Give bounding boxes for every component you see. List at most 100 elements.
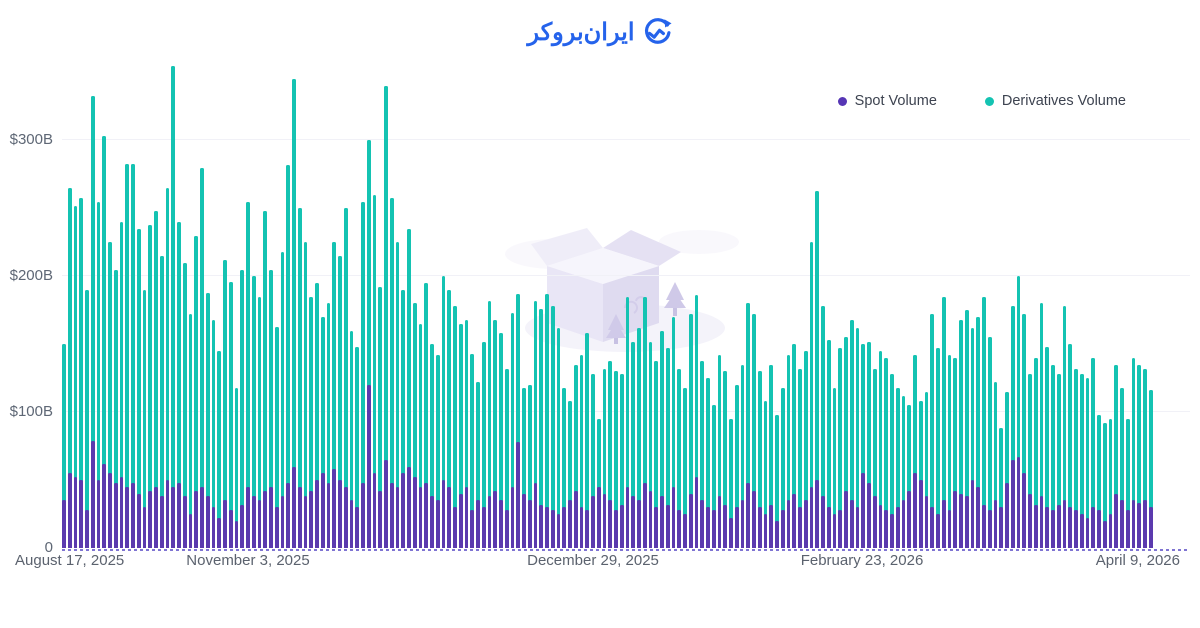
spot-volume-bar[interactable] [1022, 473, 1026, 548]
derivatives-volume-bar[interactable] [993, 382, 998, 548]
derivatives-volume-bar[interactable] [177, 221, 181, 548]
bar-group[interactable] [372, 63, 377, 548]
bar-group[interactable] [361, 63, 365, 548]
spot-volume-bar[interactable] [959, 493, 963, 548]
bar-group[interactable] [763, 63, 768, 548]
bar-group[interactable] [1091, 63, 1095, 548]
bar-group[interactable] [131, 63, 135, 548]
spot-volume-bar[interactable] [372, 473, 377, 548]
derivatives-volume-bar[interactable] [527, 384, 532, 548]
spot-volume-bar[interactable] [982, 504, 986, 548]
derivatives-volume-bar[interactable] [757, 371, 762, 548]
bar-group[interactable] [545, 63, 549, 548]
derivatives-volume-bar[interactable] [608, 360, 612, 548]
bar-group[interactable] [729, 63, 733, 548]
spot-volume-bar[interactable] [832, 514, 837, 548]
derivatives-volume-bar[interactable] [596, 418, 601, 548]
bar-group[interactable] [464, 63, 469, 548]
spot-volume-bar[interactable] [142, 507, 147, 548]
bar-group[interactable] [102, 63, 106, 548]
bar-group[interactable] [838, 63, 842, 548]
derivatives-volume-bar[interactable] [1114, 364, 1118, 548]
spot-volume-bar[interactable] [1033, 504, 1038, 548]
derivatives-volume-bar[interactable] [447, 289, 451, 548]
bar-group[interactable] [200, 63, 204, 548]
derivatives-volume-bar[interactable] [401, 289, 405, 548]
spot-volume-bar[interactable] [447, 486, 451, 548]
bar-group[interactable] [1114, 63, 1118, 548]
spot-volume-bar[interactable] [412, 477, 417, 548]
derivatives-volume-bar[interactable] [1143, 368, 1147, 548]
spot-volume-bar[interactable] [602, 493, 607, 548]
derivatives-volume-bar[interactable] [1062, 306, 1067, 548]
bar-group[interactable] [798, 63, 802, 548]
bar-group[interactable] [683, 63, 687, 548]
spot-volume-bar[interactable] [711, 509, 716, 548]
spot-volume-bar[interactable] [1016, 456, 1021, 548]
bar-group[interactable] [297, 63, 302, 548]
bar-group[interactable] [453, 63, 457, 548]
bar-group[interactable] [1056, 63, 1061, 548]
spot-volume-bar[interactable] [1120, 500, 1124, 548]
spot-volume-bar[interactable] [953, 490, 957, 548]
spot-volume-bar[interactable] [683, 514, 687, 548]
bar-group[interactable] [424, 63, 428, 548]
spot-volume-bar[interactable] [1010, 459, 1015, 548]
bar-group[interactable] [809, 63, 814, 548]
spot-volume-bar[interactable] [274, 507, 279, 548]
spot-volume-bar[interactable] [148, 490, 152, 548]
derivatives-volume-bar[interactable] [516, 293, 520, 548]
spot-volume-bar[interactable] [458, 493, 463, 548]
bar-group[interactable] [677, 63, 681, 548]
derivatives-volume-bar[interactable] [729, 418, 733, 548]
derivatives-volume-bar[interactable] [119, 221, 124, 548]
derivatives-volume-bar[interactable] [970, 327, 975, 548]
spot-volume-bar[interactable] [430, 496, 434, 548]
bar-group[interactable] [907, 63, 911, 548]
bar-group[interactable] [493, 63, 497, 548]
derivatives-volume-bar[interactable] [855, 327, 860, 548]
derivatives-volume-bar[interactable] [688, 314, 693, 548]
derivatives-volume-bar[interactable] [326, 303, 331, 548]
derivatives-volume-bar[interactable] [1079, 374, 1084, 548]
derivatives-volume-bar[interactable] [1131, 357, 1136, 548]
spot-volume-bar[interactable] [924, 496, 929, 548]
bar-group[interactable] [320, 63, 325, 548]
bar-group[interactable] [562, 63, 566, 548]
spot-volume-bar[interactable] [1045, 507, 1049, 548]
spot-volume-bar[interactable] [861, 473, 865, 548]
derivatives-volume-bar[interactable] [861, 344, 865, 548]
spot-volume-bar[interactable] [941, 500, 946, 548]
bar-group[interactable] [85, 63, 89, 548]
derivatives-volume-bar[interactable] [976, 317, 980, 548]
bar-group[interactable] [1022, 63, 1026, 548]
spot-volume-bar[interactable] [136, 493, 141, 548]
bar-group[interactable] [539, 63, 543, 548]
spot-volume-bar[interactable] [717, 496, 722, 548]
spot-volume-bar[interactable] [194, 490, 198, 548]
spot-volume-bar[interactable] [706, 507, 710, 548]
spot-volume-bar[interactable] [487, 496, 492, 548]
derivatives-volume-bar[interactable] [412, 303, 417, 548]
derivatives-volume-bar[interactable] [665, 348, 670, 548]
bar-group[interactable] [826, 63, 831, 548]
derivatives-volume-bar[interactable] [458, 323, 463, 548]
bar-group[interactable] [964, 63, 969, 548]
bar-group[interactable] [292, 63, 296, 548]
derivatives-volume-bar[interactable] [1108, 418, 1113, 548]
bar-group[interactable] [389, 63, 394, 548]
bar-group[interactable] [96, 63, 101, 548]
spot-volume-bar[interactable] [79, 480, 83, 548]
spot-volume-bar[interactable] [596, 486, 601, 548]
bar-group[interactable] [217, 63, 221, 548]
bar-group[interactable] [205, 63, 210, 548]
bar-group[interactable] [815, 63, 819, 548]
derivatives-volume-bar[interactable] [1051, 364, 1055, 548]
derivatives-volume-bar[interactable] [476, 382, 480, 548]
bar-group[interactable] [1085, 63, 1090, 548]
spot-volume-bar[interactable] [746, 482, 750, 548]
spot-volume-bar[interactable] [200, 486, 204, 548]
spot-volume-bar[interactable] [539, 504, 543, 548]
bar-group[interactable] [435, 63, 440, 548]
derivatives-volume-bar[interactable] [924, 391, 929, 548]
